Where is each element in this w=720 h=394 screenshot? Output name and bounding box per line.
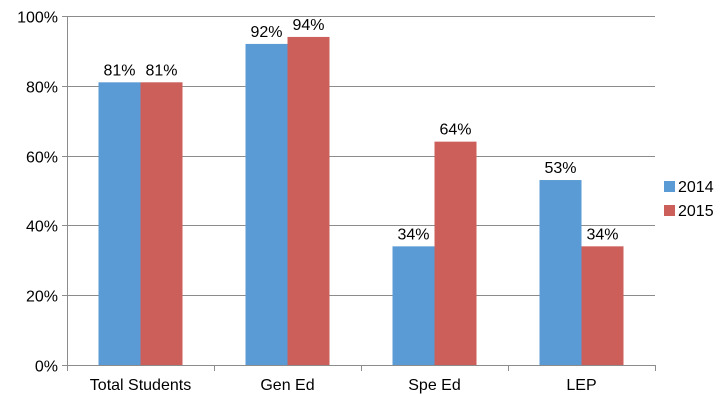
x-tick-label: Total Students — [90, 377, 191, 394]
y-tick-label: 0% — [35, 359, 58, 376]
legend-swatch-2015 — [664, 205, 675, 216]
bar-2014-lep — [539, 180, 582, 365]
bar-2014-spe-ed — [392, 246, 435, 365]
y-tick-label: 40% — [26, 219, 58, 236]
data-label: 34% — [586, 226, 618, 243]
legend: 2014 2015 — [664, 179, 714, 220]
legend-swatch-2014 — [664, 181, 675, 192]
y-tick-label: 20% — [26, 289, 58, 306]
data-labels: 81% 81% 92% 94% 34% 64% 53% 34% — [103, 17, 618, 243]
y-tick-label: 100% — [17, 10, 58, 27]
axes: 0% 20% 40% 60% 80% 100% Total Students Gen Ed Sp… — [17, 10, 656, 394]
x-tick-label: Spe Ed — [408, 377, 460, 394]
data-label: 81% — [103, 62, 135, 79]
data-label: 34% — [397, 226, 429, 243]
data-label: 94% — [292, 17, 324, 34]
y-tick-label: 80% — [26, 80, 58, 97]
bars — [98, 36, 624, 366]
data-label: 53% — [544, 160, 576, 177]
data-label: 92% — [250, 24, 282, 41]
bar-2014-gen-ed — [245, 43, 288, 366]
data-label: 81% — [145, 62, 177, 79]
bar-2015-total-students — [140, 82, 183, 365]
bar-2015-spe-ed — [434, 141, 477, 365]
y-tick-label: 60% — [26, 150, 58, 167]
data-label: 64% — [439, 122, 471, 139]
legend-label-2014: 2014 — [678, 179, 714, 196]
legend-label-2015: 2015 — [678, 203, 714, 220]
x-tick-label: LEP — [566, 377, 596, 394]
bar-2015-lep — [581, 246, 624, 365]
bar-2015-gen-ed — [287, 36, 330, 365]
bar-2014-total-students — [98, 82, 141, 365]
x-tick-label: Gen Ed — [260, 377, 314, 394]
